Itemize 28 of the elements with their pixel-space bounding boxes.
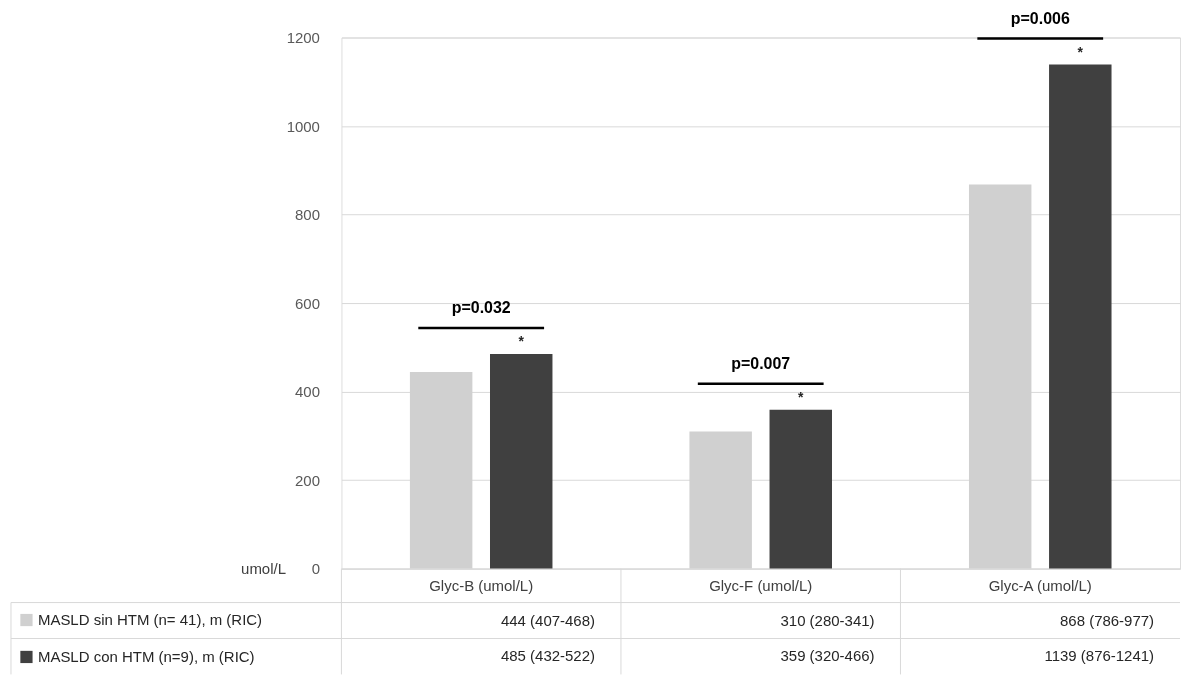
x-tick-label: Glyc-B (umol/L) [429,577,534,595]
y-tick-label: 800 [294,206,320,224]
legend-label: MASLD sin HTM (n= 41), m (RIC) [37,611,263,629]
y-tick-label: 0 [311,560,320,578]
data-label: 359 (320-466) [780,647,875,665]
bar [1049,64,1112,569]
data-label: 868 (786-977) [1060,611,1155,629]
data-label: 310 (280-341) [780,611,875,629]
y-tick-label: 600 [294,294,320,312]
y-tick-label: 400 [294,383,320,401]
bar [490,353,553,569]
data-label: 485 (432-522) [500,647,595,665]
annotation: * [518,332,525,349]
x-tick-label: Glyc-A (umol/L) [988,577,1092,595]
y-tick-label: 1000 [286,117,320,135]
annotation: * [798,388,805,405]
y-tick-label: 1200 [286,29,320,46]
annotation: p=0.032 [451,299,511,317]
data-label: 444 (407-468) [500,611,595,629]
annotation: p=0.007 [731,354,791,372]
text: p=0.006 [1010,9,1070,27]
bar [769,409,832,569]
legend-label: MASLD con HTM (n=9), m (RIC) [37,647,255,665]
data-label: 1139 (876-1241) [1044,647,1155,665]
y-axis-title: umol/L [241,560,287,578]
x-tick-label: Glyc-F (umol/L) [709,577,813,595]
annotation: * [1077,43,1084,60]
y-tick-label: 200 [294,471,320,489]
